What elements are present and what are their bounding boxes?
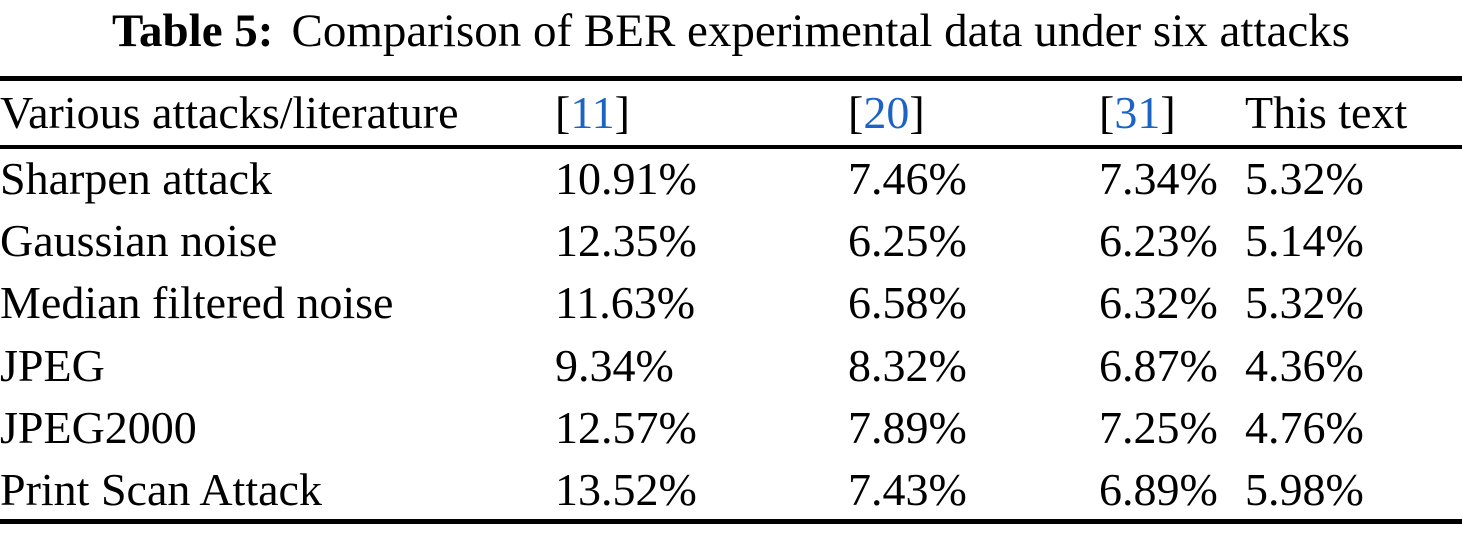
value-cell: 6.89% xyxy=(1099,463,1218,515)
ber-comparison-table: Various attacks/literature [11] [20] [31… xyxy=(0,76,1462,524)
value-cell: 4.36% xyxy=(1245,339,1364,391)
header-cell-ref-20: [20] xyxy=(848,79,1099,147)
value-cell: 6.32% xyxy=(1099,277,1218,329)
bracket-close: ] xyxy=(1160,87,1176,139)
value-cell: 5.32% xyxy=(1245,277,1364,329)
bracket-open: [ xyxy=(555,87,571,139)
table-row: JPEG 9.34% 8.32% 6.87% 4.36% xyxy=(0,334,1462,397)
attack-name-cell: Gaussian noise xyxy=(0,214,278,266)
table-caption-label: Table 5: xyxy=(111,5,274,57)
header-cell-ref-11: [11] xyxy=(555,79,848,147)
table-row: Gaussian noise 12.35% 6.25% 6.23% 5.14% xyxy=(0,209,1462,272)
value-cell: 5.32% xyxy=(1245,153,1364,205)
value-cell: 6.87% xyxy=(1099,339,1218,391)
header-cell-ref-31: [31] xyxy=(1099,79,1245,147)
table-row: Print Scan Attack 13.52% 7.43% 6.89% 5.9… xyxy=(0,459,1462,522)
value-cell: 6.25% xyxy=(848,214,967,266)
attack-name-cell: JPEG xyxy=(0,339,105,391)
value-cell: 7.89% xyxy=(848,402,967,454)
value-cell: 7.43% xyxy=(848,463,967,515)
value-cell: 5.14% xyxy=(1245,214,1364,266)
table-row: JPEG2000 12.57% 7.89% 7.25% 4.76% xyxy=(0,397,1462,460)
citation-link-20[interactable]: 20 xyxy=(863,87,910,139)
value-cell: 7.34% xyxy=(1099,153,1218,205)
value-cell: 13.52% xyxy=(555,463,697,515)
attack-name-cell: Median filtered noise xyxy=(0,277,394,329)
bracket-open: [ xyxy=(1099,87,1115,139)
citation-link-31[interactable]: 31 xyxy=(1114,87,1161,139)
header-cell-attacks: Various attacks/literature xyxy=(0,87,459,139)
table-row: Median filtered noise 11.63% 6.58% 6.32%… xyxy=(0,272,1462,335)
table-row: Sharpen attack 10.91% 7.46% 7.34% 5.32% xyxy=(0,147,1462,210)
attack-name-cell: JPEG2000 xyxy=(0,402,197,454)
value-cell: 7.46% xyxy=(848,153,967,205)
value-cell: 12.35% xyxy=(555,214,697,266)
bracket-open: [ xyxy=(848,87,864,139)
attack-name-cell: Print Scan Attack xyxy=(0,463,322,515)
bracket-close: ] xyxy=(614,87,630,139)
header-row: Various attacks/literature [11] [20] [31… xyxy=(0,79,1462,147)
table-caption: Table 5: Comparison of BER experimental … xyxy=(0,0,1462,76)
value-cell: 5.98% xyxy=(1245,463,1364,515)
table-caption-text: Comparison of BER experimental data unde… xyxy=(291,5,1351,57)
value-cell: 8.32% xyxy=(848,339,967,391)
value-cell: 9.34% xyxy=(555,339,674,391)
value-cell: 12.57% xyxy=(555,402,697,454)
bracket-close: ] xyxy=(909,87,925,139)
value-cell: 11.63% xyxy=(555,277,696,329)
value-cell: 7.25% xyxy=(1099,402,1218,454)
value-cell: 6.58% xyxy=(848,277,967,329)
citation-link-11[interactable]: 11 xyxy=(570,87,615,139)
header-cell-this-text: This text xyxy=(1245,87,1408,139)
value-cell: 6.23% xyxy=(1099,214,1218,266)
attack-name-cell: Sharpen attack xyxy=(0,153,273,205)
value-cell: 4.76% xyxy=(1245,402,1364,454)
value-cell: 10.91% xyxy=(555,153,697,205)
